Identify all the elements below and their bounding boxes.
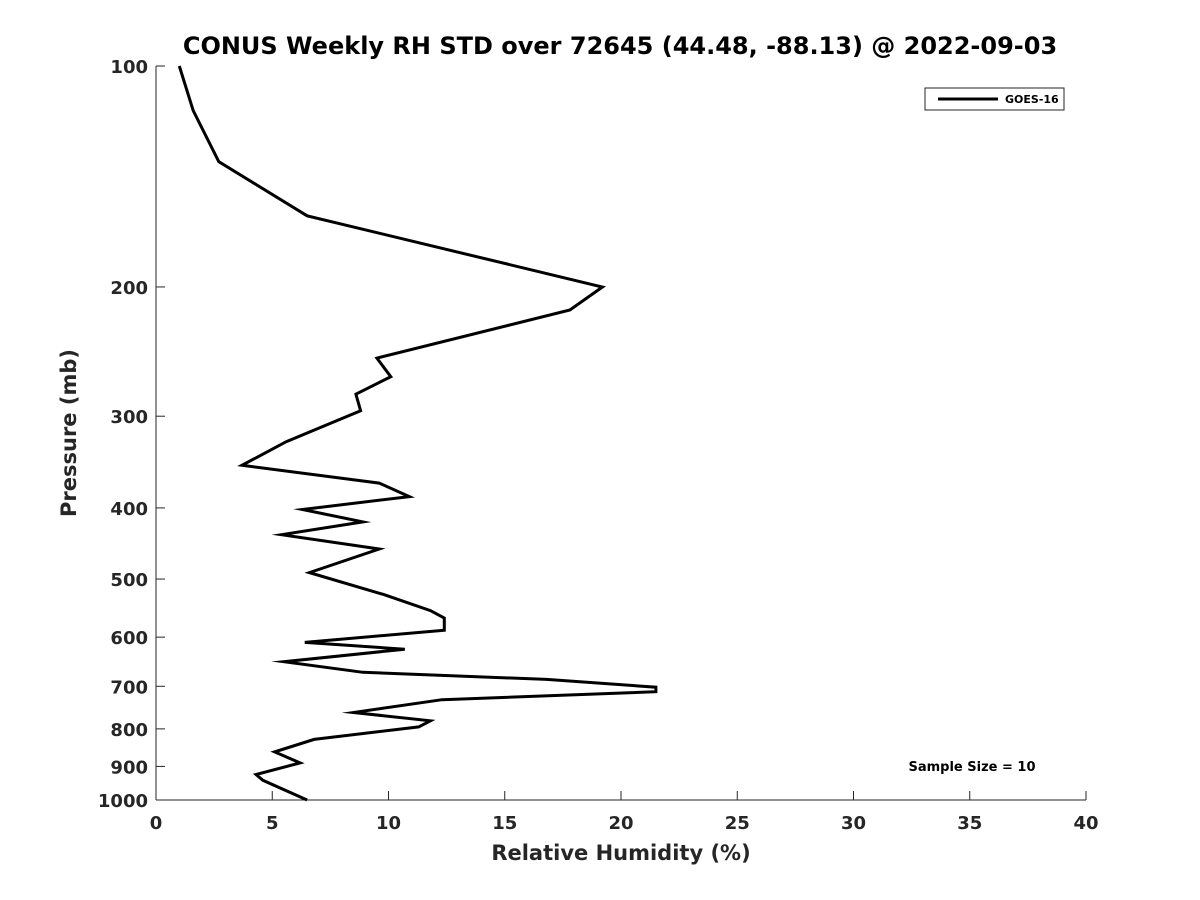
x-tick-label: 10 — [376, 813, 401, 834]
x-tick-label: 20 — [608, 813, 633, 834]
y-tick-label: 600 — [110, 628, 148, 649]
x-tick-label: 0 — [150, 813, 163, 834]
y-tick-label: 100 — [110, 57, 148, 78]
x-tick-label: 25 — [725, 813, 750, 834]
x-axis-label: Relative Humidity (%) — [491, 841, 750, 865]
series-line-goes-16 — [177, 65, 658, 802]
legend-label-goes16: GOES-16 — [1005, 93, 1059, 106]
y-ticks: 100 200 300 400 500 600 700 800 900 1000 — [98, 57, 165, 812]
x-tick-label: 35 — [957, 813, 982, 834]
x-tick-label: 15 — [492, 813, 517, 834]
x-tick-label: 30 — [841, 813, 866, 834]
chart-title: CONUS Weekly RH STD over 72645 (44.48, -… — [183, 32, 1057, 60]
sample-size-annotation: Sample Size = 10 — [908, 760, 1035, 775]
y-tick-label: 200 — [110, 278, 148, 299]
y-tick-label: 900 — [110, 757, 148, 778]
x-ticks: 0 5 10 15 20 25 30 35 40 — [150, 791, 1099, 834]
y-tick-label: 800 — [110, 720, 148, 741]
y-tick-label: 500 — [110, 570, 148, 591]
y-tick-label: 400 — [110, 499, 148, 520]
y-tick-label: 300 — [110, 407, 148, 428]
y-axis-label: Pressure (mb) — [57, 349, 81, 517]
legend: GOES-16 — [924, 87, 1065, 111]
y-tick-label: 1000 — [98, 791, 148, 812]
x-tick-label: 40 — [1073, 813, 1098, 834]
series-layer — [177, 65, 658, 802]
y-tick-label: 700 — [110, 677, 148, 698]
x-tick-label: 5 — [266, 813, 279, 834]
